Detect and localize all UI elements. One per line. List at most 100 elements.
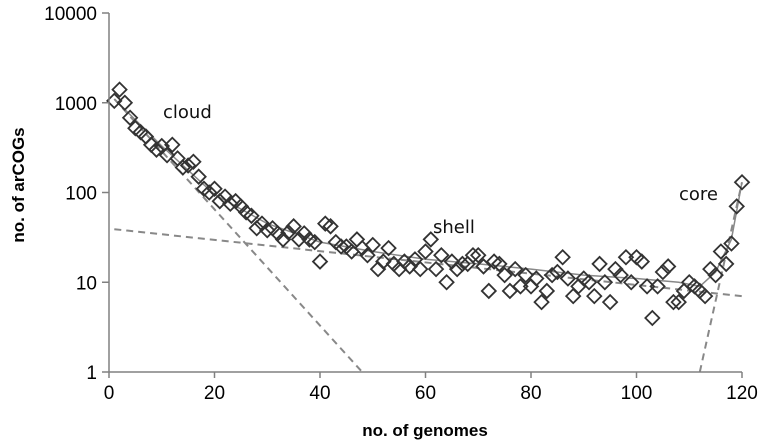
x-tick-label: 80 <box>520 383 541 404</box>
data-point-diamond <box>612 266 629 284</box>
cloud-fit-line <box>113 98 363 373</box>
data-point-diamond <box>433 246 450 264</box>
data-point-diamond <box>185 153 202 171</box>
data-point-diamond <box>190 168 207 185</box>
x-tick-label: 60 <box>415 383 436 404</box>
data-point-diamond <box>111 81 128 98</box>
data-point-diamond <box>496 266 513 284</box>
shell-label: shell <box>433 217 475 238</box>
data-point-diamond <box>285 218 302 235</box>
data-point-diamond <box>649 278 666 295</box>
data-point-diamond <box>564 287 582 305</box>
y-axis-ticks: 1 10 100 1000 10000 <box>44 4 109 384</box>
data-point-diamond <box>580 273 598 291</box>
axes <box>108 13 742 373</box>
data-point-diamond <box>723 235 740 252</box>
data-point-diamond <box>306 233 323 251</box>
data-point-diamond <box>491 255 508 273</box>
data-point-diamond <box>359 246 376 264</box>
data-point-diamond <box>448 260 466 278</box>
data-point-diamond <box>622 273 640 291</box>
y-tick-label: 1000 <box>55 94 97 115</box>
data-point-diamond <box>659 258 677 275</box>
x-tick-label: 40 <box>309 383 330 404</box>
data-point-diamond <box>179 157 197 174</box>
y-tick-label: 1 <box>86 363 97 384</box>
data-point-diamond <box>174 159 192 176</box>
data-point-diamond <box>596 273 614 291</box>
data-point-diamond <box>549 263 566 281</box>
x-tick-label: 100 <box>621 383 653 404</box>
data-point-diamond <box>517 266 534 284</box>
data-point-diamond <box>253 215 271 232</box>
data-point-diamond <box>728 198 745 215</box>
data-point-diamond <box>243 207 260 225</box>
data-point-diamond <box>274 231 292 248</box>
data-point-diamond <box>644 309 661 327</box>
data-point-diamond <box>533 293 550 311</box>
data-point-diamond <box>475 258 492 275</box>
data-point-diamond <box>717 255 735 273</box>
data-points <box>106 81 751 327</box>
shell-fit-line <box>114 228 743 298</box>
data-point-diamond <box>322 218 339 235</box>
data-point-diamond <box>280 224 297 241</box>
cloud-label: cloud <box>163 102 212 123</box>
data-point-diamond <box>670 293 687 311</box>
data-point-diamond <box>633 253 651 270</box>
combined-fit-line <box>113 98 743 288</box>
data-point-diamond <box>469 246 487 264</box>
data-point-diamond <box>375 253 392 270</box>
x-tick-label: 20 <box>204 383 225 404</box>
data-point-diamond <box>554 248 571 266</box>
data-point-diamond <box>454 255 471 273</box>
data-point-diamond <box>211 192 229 210</box>
data-point-diamond <box>121 109 139 127</box>
data-point-diamond <box>586 287 603 305</box>
data-point-diamond <box>528 270 545 287</box>
data-point-diamond <box>206 180 223 198</box>
core-label: core <box>679 184 718 205</box>
data-point-diamond <box>733 174 751 191</box>
x-tick-label: 120 <box>726 383 758 404</box>
data-point-diamond <box>258 221 276 239</box>
data-point-diamond <box>216 188 234 205</box>
data-point-diamond <box>411 260 429 278</box>
data-point-diamond <box>148 141 165 158</box>
data-point-diamond <box>422 231 440 248</box>
y-axis-title: no. of arCOGs <box>9 127 28 242</box>
data-point-diamond <box>248 219 265 237</box>
data-point-diamond <box>538 282 556 300</box>
data-point-diamond <box>617 248 635 266</box>
data-point-diamond <box>506 260 524 278</box>
data-point-diamond <box>654 263 672 281</box>
x-axis-ticks: 0 20 40 60 80 100 120 <box>104 372 758 404</box>
data-point-diamond <box>559 270 577 287</box>
data-point-diamond <box>401 258 418 275</box>
data-point-diamond <box>480 282 498 300</box>
x-tick-label: 0 <box>104 383 115 404</box>
data-point-diamond <box>364 236 382 254</box>
data-point-diamond <box>311 253 329 270</box>
data-point-diamond <box>427 260 445 278</box>
data-point-diamond <box>712 243 730 260</box>
data-point-diamond <box>707 266 724 284</box>
data-point-diamond <box>317 215 334 232</box>
data-point-diamond <box>543 266 561 284</box>
data-point-diamond <box>222 195 239 212</box>
data-point-diamond <box>601 293 619 311</box>
data-point-diamond <box>417 243 434 260</box>
y-tick-label: 100 <box>65 184 97 205</box>
y-tick-label: 10000 <box>44 4 97 25</box>
data-point-diamond <box>380 239 397 257</box>
data-point-diamond <box>591 255 608 273</box>
data-point-diamond <box>164 136 181 154</box>
data-point-diamond <box>332 238 350 255</box>
data-point-diamond <box>438 273 455 291</box>
data-point-diamond <box>464 246 482 264</box>
data-point-diamond <box>696 287 714 305</box>
data-point-diamond <box>485 253 503 270</box>
x-axis-title: no. of genomes <box>362 421 488 440</box>
data-point-diamond <box>200 184 218 201</box>
